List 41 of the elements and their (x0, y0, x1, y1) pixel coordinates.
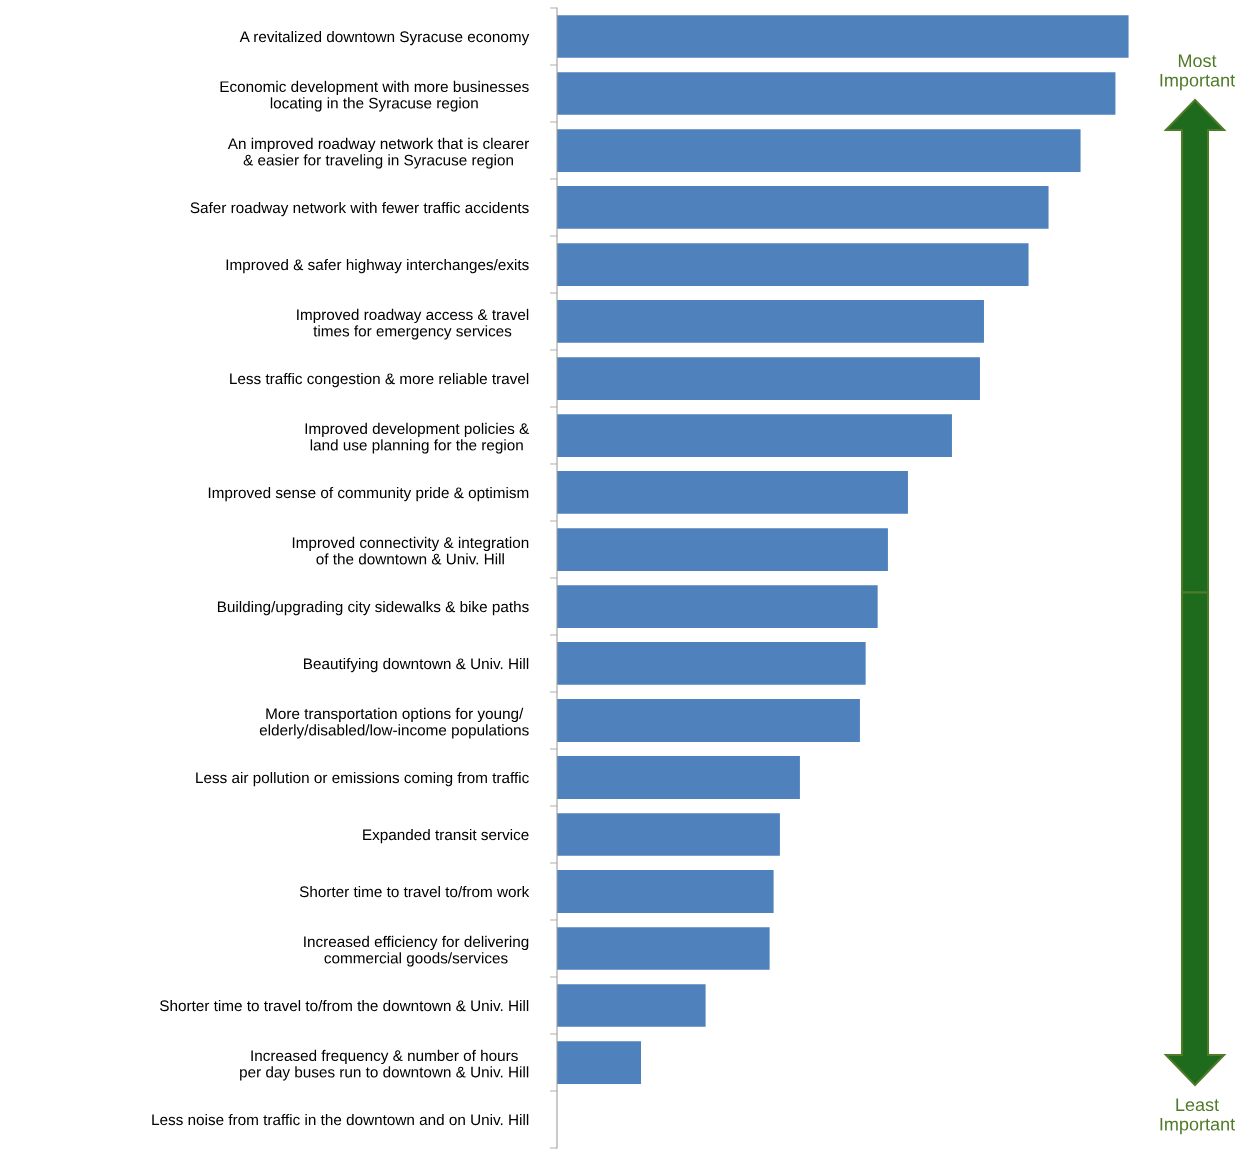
y-tick-label: Building/upgrading city sidewalks & bike paths (217, 600, 529, 616)
y-tick-label: An improved roadway network that is clearer & easier for traveling in Syracuse region (227, 137, 529, 169)
y-tick-label: Improved connectivity & integration of the downtown & Univ. Hill (292, 536, 529, 565)
text: Least Important (1160, 1098, 1235, 1135)
bar (557, 357, 980, 400)
y-tick-label: Shorter time to travel to/from work (299, 885, 530, 898)
y-tick-label: Less air pollution or emissions coming from traffic (196, 771, 529, 787)
y-tick-label: Expanded transit service (363, 828, 529, 844)
y-tick-label: Economic development with more businesses locating in the Syracuse region (220, 80, 529, 112)
y-tick-label: A revitalized downtown Syracuse economy (239, 30, 530, 46)
y-tick-label: Increased efficiency for delivering commercial goods/services (304, 935, 529, 967)
bar (557, 414, 952, 457)
y-tick-label: Shorter time to travel to/from the downtown & Univ. Hill (160, 999, 529, 1012)
bar (557, 300, 984, 343)
y-tick-label: Beautifying downtown & Univ. Hill (304, 657, 529, 673)
bar (557, 528, 888, 571)
bar (557, 15, 1129, 58)
bar (557, 642, 866, 685)
y-tick-label: Increased frequency & number of hours per day buses run to downtown & Univ. Hill (240, 1049, 529, 1081)
bar (557, 243, 1029, 286)
y-tick-label: Improved sense of community pride & optimism (208, 486, 529, 502)
y-tick-label: Improved roadway access & travel times for emergency services (297, 308, 529, 340)
y-tick-label: Improved development policies & land use planning for the region (305, 422, 529, 454)
bar (557, 813, 780, 856)
y-tick-label: Safer roadway network with fewer traffic accidents (190, 201, 529, 217)
bar (557, 927, 770, 970)
bar (557, 186, 1049, 229)
bar (557, 471, 908, 514)
bar (557, 870, 774, 913)
bar (557, 585, 878, 628)
y-tick-label: Less traffic congestion & more reliable travel (230, 372, 529, 388)
y-tick-label: Improved & safer highway interchanges/exits (226, 258, 529, 274)
bar (557, 72, 1116, 115)
bar (557, 129, 1081, 172)
bar (557, 984, 706, 1027)
bar (557, 1041, 642, 1084)
bar (557, 699, 860, 742)
y-tick-label: Less noise from traffic in the downtown and on Univ. Hill (152, 1113, 529, 1126)
text: Most Important (1160, 54, 1235, 91)
y-tick-label: More transportation options for young/ elderly/disabled/low-income populations (259, 707, 529, 739)
bar (557, 756, 800, 799)
